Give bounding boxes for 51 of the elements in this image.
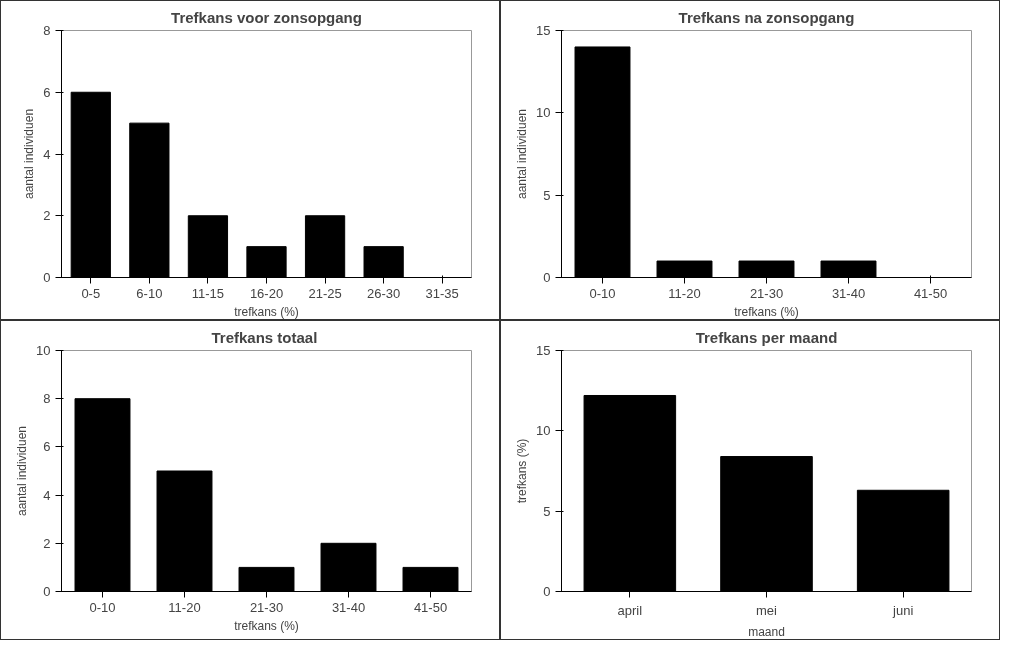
y-tick-label: 0: [43, 270, 51, 285]
x-tick-label: 0-10: [589, 285, 616, 301]
x-tick-label: 31-40: [331, 599, 366, 615]
y-tick-label: 8: [43, 23, 51, 38]
x-tick-label: 21-30: [749, 285, 784, 301]
x-tick-label: 16-20: [249, 285, 284, 301]
x-tick-label: 11-15: [191, 285, 225, 301]
y-tick-label: 4: [43, 487, 51, 503]
chart-title: Trefkans per maand: [695, 328, 838, 346]
x-tick-label: 41-50: [413, 599, 448, 615]
y-tick-label: 8: [43, 391, 51, 407]
y-tick-label: 15: [536, 343, 551, 358]
y-tick-label: 5: [543, 503, 551, 519]
x-axis-title: maand: [748, 624, 785, 639]
y-axis-title: aantal individuen: [515, 108, 530, 200]
y-axis-title: aantal individuen: [22, 108, 37, 200]
y-tick-label: 15: [536, 23, 551, 38]
x-tick-label: 26-30: [367, 285, 401, 301]
y-tick-label: 5: [543, 187, 551, 203]
x-axis-title: trefkans (%): [234, 618, 299, 633]
x-tick-label: 41-50: [913, 285, 948, 301]
y-tick-label: 4: [43, 146, 51, 162]
y-tick-label: 0: [543, 584, 551, 599]
x-tick-label: 11-20: [168, 599, 201, 615]
y-tick-label: 2: [43, 535, 51, 551]
chart-title: Trefkans na zonsopgang: [678, 8, 855, 26]
x-tick-label: 6-10: [136, 285, 163, 301]
x-axis-title: trefkans (%): [234, 304, 299, 319]
y-tick-label: 10: [36, 343, 51, 358]
x-tick-label: 0-10: [89, 599, 116, 615]
x-tick-label: 31-40: [831, 285, 866, 301]
y-tick-label: 10: [536, 105, 551, 121]
x-tick-label: 0-5: [81, 285, 101, 301]
x-tick-label: 21-30: [249, 599, 284, 615]
y-tick-label: 6: [43, 439, 51, 455]
y-axis-title: trefkans (%): [515, 438, 530, 504]
y-tick-label: 0: [543, 270, 551, 285]
y-tick-label: 2: [43, 208, 51, 224]
chart-title: Trefkans totaal: [211, 328, 318, 346]
x-tick-label: 21-25: [308, 285, 342, 301]
x-tick-label: 11-20: [668, 285, 701, 301]
x-tick-label: april: [617, 602, 643, 618]
y-axis-title: aantal individuen: [15, 425, 30, 517]
x-tick-label: 31-35: [425, 285, 459, 301]
y-tick-label: 6: [43, 84, 51, 100]
y-tick-label: 0: [43, 584, 51, 599]
x-tick-label: mei: [756, 602, 778, 618]
chart-title: Trefkans voor zonsopgang: [171, 8, 362, 26]
x-axis-title: trefkans (%): [734, 304, 799, 319]
x-tick-label: juni: [892, 602, 914, 618]
y-tick-label: 10: [536, 423, 551, 439]
